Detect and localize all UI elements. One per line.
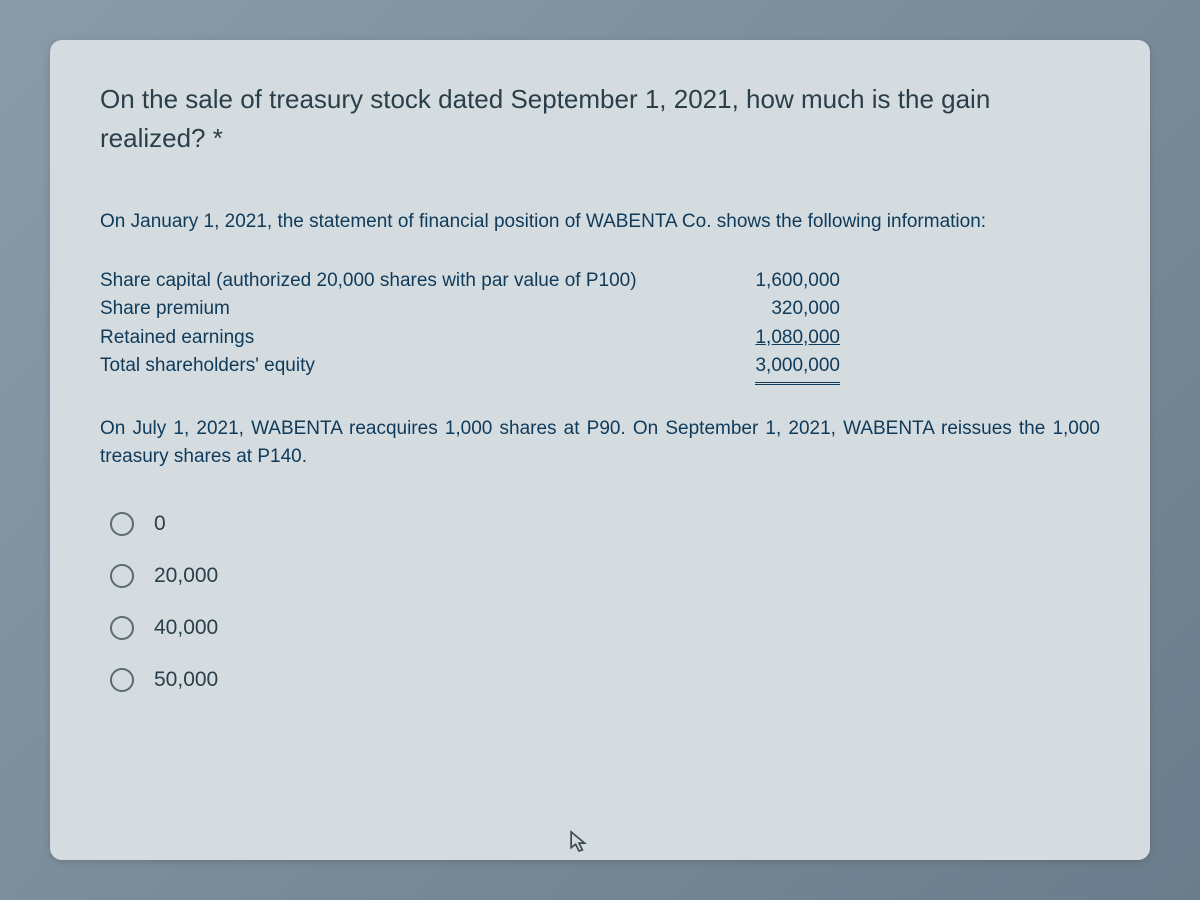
option-label: 0 — [154, 512, 166, 536]
equity-label: Retained earnings — [100, 324, 720, 353]
equity-value: 1,600,000 — [720, 267, 840, 296]
equity-label: Share capital (authorized 20,000 shares … — [100, 267, 720, 296]
body-text: On July 1, 2021, WABENTA reacquires 1,00… — [100, 415, 1100, 472]
radio-icon — [110, 616, 134, 640]
radio-icon — [110, 512, 134, 536]
question-card: On the sale of treasury stock dated Sept… — [50, 40, 1150, 860]
intro-text: On January 1, 2021, the statement of fin… — [100, 208, 1100, 237]
table-row: Retained earnings 1,080,000 — [100, 324, 1100, 353]
table-row: Share premium 320,000 — [100, 295, 1100, 324]
option-3[interactable]: 50,000 — [110, 668, 1100, 692]
table-row: Total shareholders' equity 3,000,000 — [100, 352, 1100, 385]
equity-value: 1,080,000 — [720, 324, 840, 353]
radio-icon — [110, 668, 134, 692]
option-label: 50,000 — [154, 668, 218, 692]
table-row: Share capital (authorized 20,000 shares … — [100, 267, 1100, 296]
option-2[interactable]: 40,000 — [110, 616, 1100, 640]
equity-label: Total shareholders' equity — [100, 352, 720, 385]
option-0[interactable]: 0 — [110, 512, 1100, 536]
option-1[interactable]: 20,000 — [110, 564, 1100, 588]
equity-table: Share capital (authorized 20,000 shares … — [100, 267, 1100, 385]
radio-icon — [110, 564, 134, 588]
equity-value: 3,000,000 — [720, 352, 840, 385]
options-group: 0 20,000 40,000 50,000 — [100, 512, 1100, 692]
option-label: 40,000 — [154, 616, 218, 640]
option-label: 20,000 — [154, 564, 218, 588]
equity-value: 320,000 — [720, 295, 840, 324]
question-title: On the sale of treasury stock dated Sept… — [100, 80, 1100, 158]
equity-label: Share premium — [100, 295, 720, 324]
